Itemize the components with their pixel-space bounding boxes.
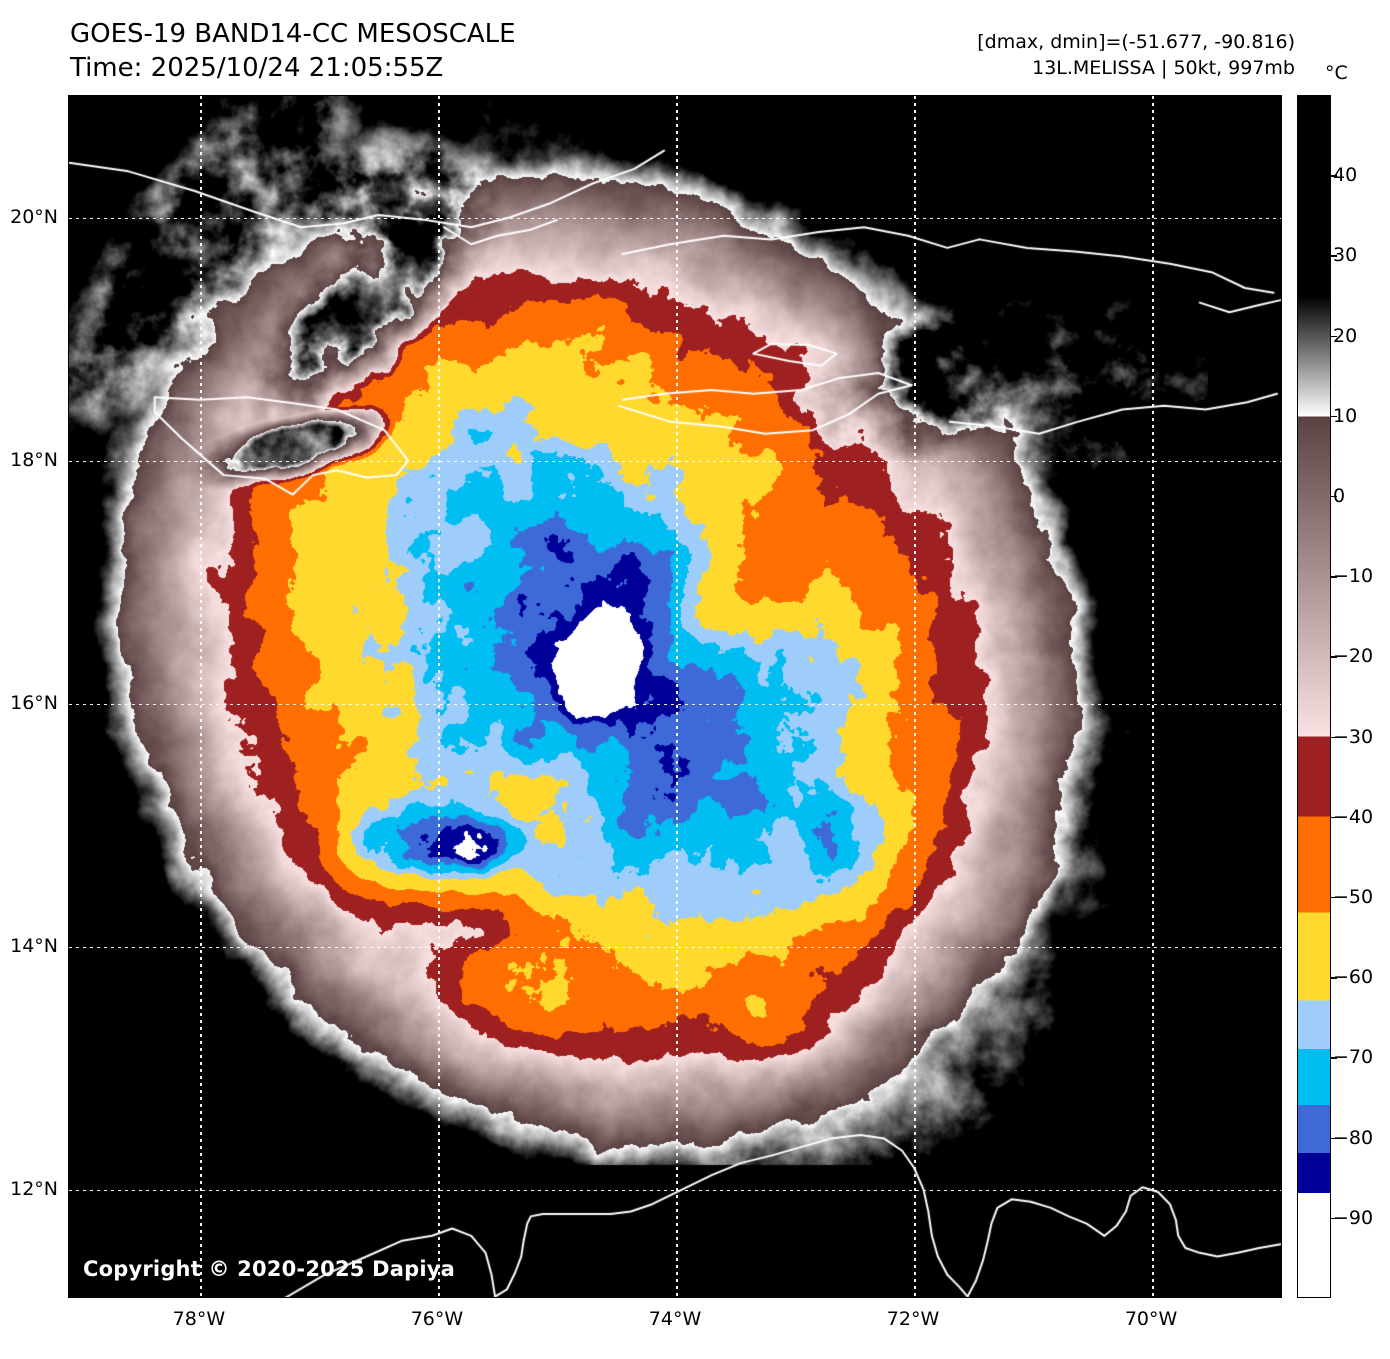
colorbar: [1297, 95, 1331, 1298]
lat-tick-label: 18°N: [10, 448, 58, 471]
gridline-lat: [69, 703, 1281, 706]
colorbar-tick-mark: [1331, 1217, 1337, 1220]
page-title: GOES-19 BAND14-CC MESOSCALE: [70, 19, 516, 49]
gridline-lon: [676, 96, 678, 1297]
colorbar-tick-label: −40: [1333, 805, 1374, 828]
lon-tick-label: 76°W: [410, 1308, 464, 1330]
colorbar-tick-mark: [1331, 897, 1337, 899]
colorbar-tick-mark: [1331, 255, 1337, 257]
gridline-lon: [1152, 96, 1154, 1297]
colorbar-tick-mark: [1331, 335, 1337, 337]
metadata-block: [dmax, dmin]=(-51.677, -90.816) 13L.MELI…: [977, 30, 1295, 81]
colorbar-gradient: [1298, 96, 1330, 1297]
gridline-lat: [69, 217, 1281, 220]
lon-tick-label: 78°W: [172, 1308, 226, 1330]
timestamp-label: Time: 2025/10/24 21:05:55Z: [70, 52, 444, 83]
colorbar-unit-label: °C: [1325, 62, 1348, 84]
colorbar-tick-label: −30: [1333, 725, 1374, 748]
colorbar-tick-label: 10: [1333, 404, 1358, 427]
colorbar-tick-mark: [1331, 1137, 1337, 1139]
colorbar-tick-label: −90: [1333, 1206, 1374, 1229]
gridline-lon: [437, 96, 440, 1297]
gridline-lon: [914, 96, 916, 1297]
colorbar-tick-label: 0: [1333, 485, 1346, 507]
colorbar-tick-mark: [1331, 656, 1337, 658]
lon-tick-label: 74°W: [648, 1308, 702, 1330]
dmax-dmin-label: [dmax, dmin]=(-51.677, -90.816): [977, 31, 1295, 53]
colorbar-tick-label: −10: [1333, 565, 1374, 588]
gridline-lon: [199, 96, 202, 1297]
colorbar-tick-mark: [1331, 415, 1337, 418]
colorbar-tick-mark: [1331, 1057, 1337, 1059]
gridline-lat: [69, 460, 1281, 463]
colorbar-tick-mark: [1331, 736, 1337, 738]
colorbar-tick-label: −80: [1333, 1126, 1374, 1149]
colorbar-tick-label: −70: [1333, 1046, 1374, 1069]
gridline-lat: [69, 1189, 1281, 1192]
gridline-lat: [69, 946, 1281, 949]
lon-tick-label: 70°W: [1124, 1308, 1178, 1330]
lat-tick-label: 12°N: [10, 1177, 58, 1200]
colorbar-tick-label: −50: [1333, 886, 1374, 908]
colorbar-tick-label: 40: [1333, 164, 1358, 187]
colorbar-tick-mark: [1331, 175, 1337, 177]
map-plot-area[interactable]: Copyright © 2020-2025 Dapiya: [68, 95, 1282, 1298]
colorbar-tick-label: 20: [1333, 324, 1358, 347]
plot-title-block: GOES-19 BAND14-CC MESOSCALE Time: 2025/1…: [70, 18, 516, 86]
colorbar-tick-label: −20: [1333, 645, 1374, 668]
colorbar-tick-mark: [1331, 576, 1337, 578]
lat-tick-label: 16°N: [10, 691, 58, 714]
ir-brightness-temperature-raster: [69, 96, 1281, 1297]
copyright-label: Copyright © 2020-2025 Dapiya: [83, 1257, 455, 1281]
colorbar-tick-label: 30: [1333, 244, 1358, 267]
colorbar-tick-mark: [1331, 816, 1337, 819]
lat-tick-label: 14°N: [10, 934, 58, 957]
storm-info-label: 13L.MELISSA | 50kt, 997mb: [1032, 56, 1295, 79]
colorbar-tick-mark: [1331, 977, 1337, 979]
lat-tick-label: 20°N: [10, 205, 58, 228]
colorbar-tick-mark: [1331, 496, 1337, 498]
lon-tick-label: 72°W: [886, 1308, 940, 1330]
satellite-imagery: [69, 96, 1281, 1297]
colorbar-tick-label: −60: [1333, 966, 1374, 989]
